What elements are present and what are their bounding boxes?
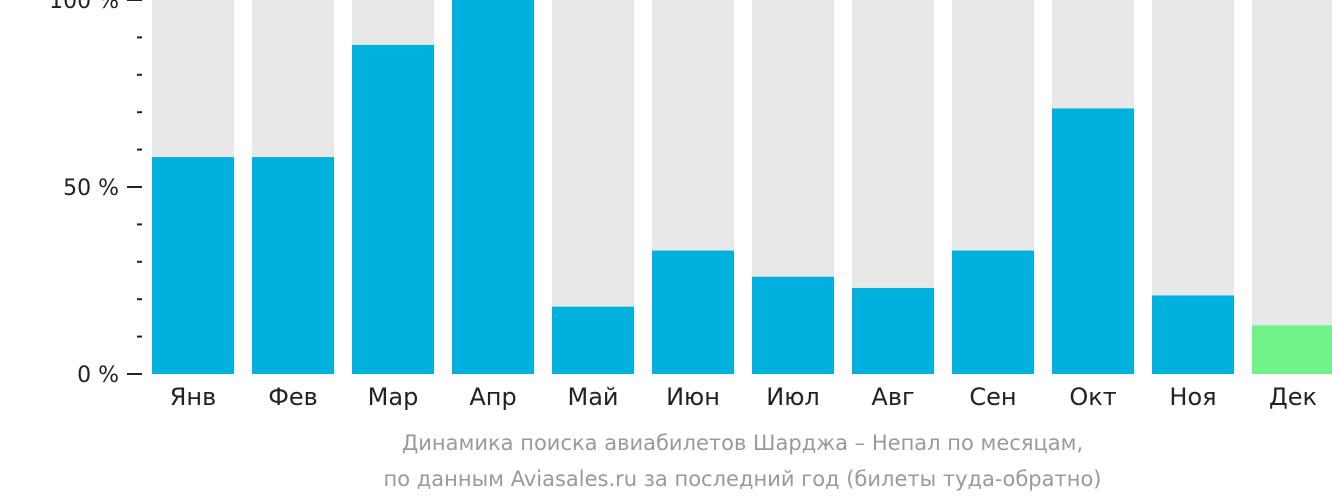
bar: [652, 250, 734, 374]
x-tick-label: Дек: [1269, 383, 1317, 411]
bar: [952, 250, 1034, 374]
x-tick-label: Апр: [469, 383, 516, 411]
x-tick-label: Окт: [1069, 383, 1116, 411]
x-tick-label: Сен: [969, 383, 1016, 411]
x-tick-label: Янв: [170, 383, 217, 411]
x-tick-label: Ноя: [1169, 383, 1216, 411]
x-tick-label: Май: [567, 383, 618, 411]
bar: [352, 44, 434, 374]
bar: [452, 0, 534, 374]
bar: [1252, 325, 1332, 374]
bar: [852, 287, 934, 374]
bar: [1052, 108, 1134, 375]
bar: [252, 157, 334, 374]
x-tick-label: Мар: [368, 383, 419, 411]
y-axis: 100 % 50 % 0 %: [49, 0, 142, 388]
chart-caption-line-2: по данным Aviasales.ru за последний год …: [383, 467, 1102, 491]
y-tick-label: 0 %: [77, 363, 119, 388]
chart-caption-line-1: Динамика поиска авиабилетов Шарджа – Неп…: [401, 431, 1084, 455]
bars: [152, 0, 1332, 375]
bar: [752, 276, 834, 374]
y-tick-label: 50 %: [63, 176, 119, 201]
x-tick-label: Июл: [766, 383, 820, 411]
y-tick-label: 100 %: [49, 0, 119, 14]
x-tick-label: Июн: [666, 383, 720, 411]
bar: [1152, 295, 1234, 374]
bar: [152, 157, 234, 374]
x-tick-label: Авг: [871, 383, 914, 411]
x-axis-labels: Янв Фев Мар Апр Май Июн Июл Авг Сен Окт Ноя Дек: [170, 383, 1317, 411]
bar-track: [1252, 0, 1332, 374]
bar: [552, 306, 634, 374]
x-tick-label: Фев: [268, 383, 318, 411]
